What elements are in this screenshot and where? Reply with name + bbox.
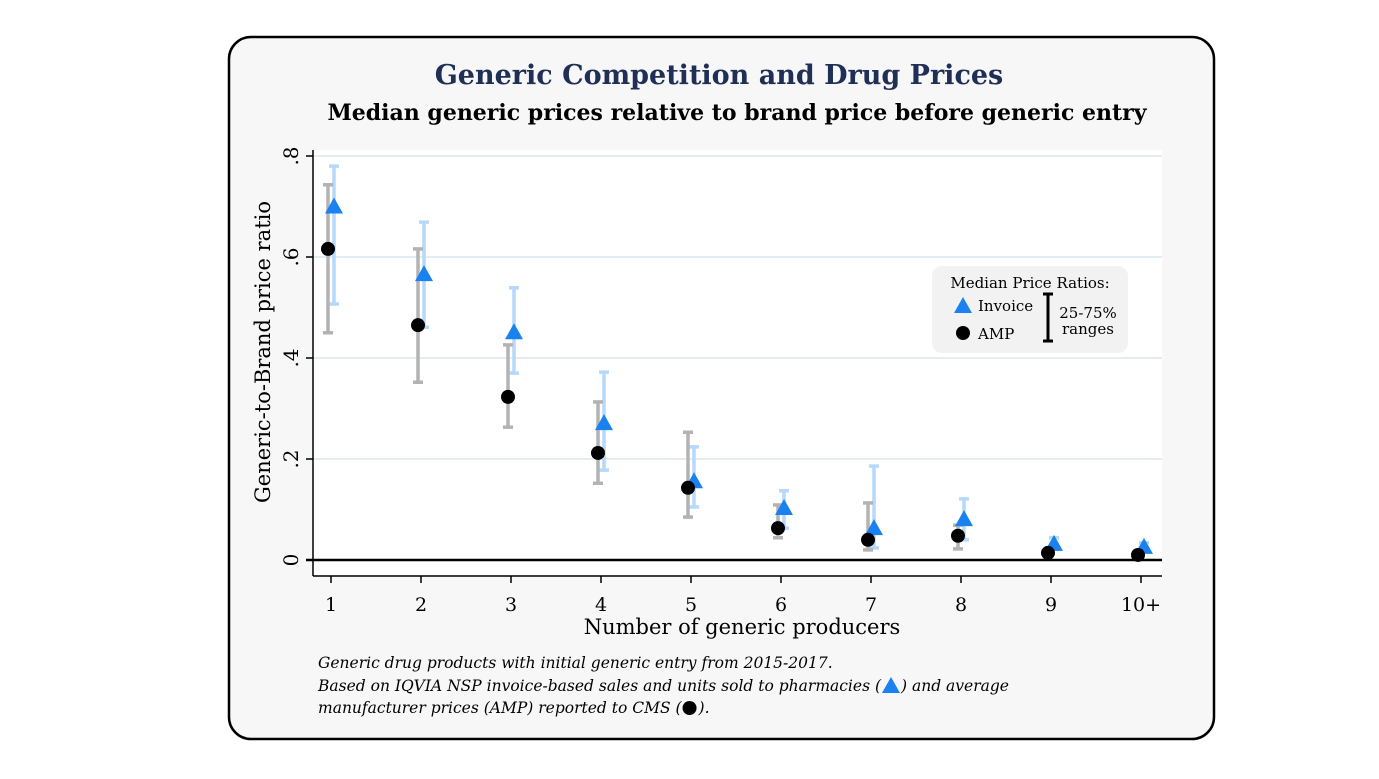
x-tick-label: 5 bbox=[685, 594, 697, 616]
legend-range-label-1: 25-75% bbox=[1059, 304, 1117, 322]
point-invoice bbox=[595, 414, 613, 431]
point-amp bbox=[591, 445, 605, 460]
point-amp bbox=[321, 241, 335, 256]
x-tick-label: 1 bbox=[325, 594, 337, 616]
chart-title: Generic Competition and Drug Prices bbox=[435, 60, 1004, 91]
footnote-line-3b: ). bbox=[698, 699, 710, 717]
point-amp bbox=[681, 480, 695, 495]
legend-item-invoice: Invoice bbox=[978, 297, 1033, 315]
footnote-line-1: Generic drug products with initial gener… bbox=[318, 654, 833, 672]
x-tick-label: 2 bbox=[415, 594, 427, 616]
point-amp bbox=[411, 318, 425, 333]
x-tick-label: 8 bbox=[955, 594, 967, 616]
point-amp bbox=[951, 528, 965, 543]
legend-item-amp: AMP bbox=[977, 325, 1014, 343]
footnote-line-3: manufacturer prices (AMP) reported to CM… bbox=[318, 699, 710, 717]
y-tick-label: .2 bbox=[279, 449, 303, 468]
plot-area bbox=[313, 150, 1162, 575]
point-amp bbox=[501, 389, 515, 404]
footnote-circle-icon bbox=[682, 701, 697, 715]
legend-range-icon bbox=[1043, 292, 1053, 343]
point-invoice bbox=[505, 323, 523, 340]
footnote-triangle-icon bbox=[882, 677, 900, 693]
y-tick-label: .8 bbox=[279, 146, 303, 165]
footnote: Generic drug products with initial gener… bbox=[317, 654, 1009, 717]
y-axis-label: Generic-to-Brand price ratio bbox=[251, 201, 275, 503]
point-invoice bbox=[325, 197, 343, 214]
x-tick-label: 3 bbox=[505, 594, 517, 616]
legend: Median Price Ratios: Invoice AMP 25-75% … bbox=[932, 266, 1128, 353]
point-amp bbox=[1041, 545, 1055, 560]
x-tick-label: 10+ bbox=[1121, 594, 1161, 616]
footnote-line-2b: ) and average bbox=[900, 677, 1009, 695]
legend-circle-icon bbox=[956, 326, 970, 340]
legend-triangle-icon bbox=[954, 297, 972, 313]
footnote-line-2a: Based on IQVIA NSP invoice-based sales a… bbox=[317, 677, 882, 695]
point-invoice bbox=[955, 510, 973, 527]
footnote-line-2: Based on IQVIA NSP invoice-based sales a… bbox=[317, 677, 1009, 695]
y-tick-label: 0 bbox=[279, 554, 303, 567]
x-tick-label: 9 bbox=[1045, 594, 1057, 616]
point-invoice bbox=[775, 498, 793, 515]
legend-title: Median Price Ratios: bbox=[950, 274, 1109, 292]
footnote-line-3a: manufacturer prices (AMP) reported to CM… bbox=[318, 699, 682, 717]
point-invoice bbox=[865, 519, 883, 536]
y-tick-label: .6 bbox=[279, 247, 303, 266]
chart-subtitle: Median generic prices relative to brand … bbox=[327, 100, 1147, 126]
legend-box bbox=[932, 266, 1128, 353]
x-tick-label: 6 bbox=[775, 594, 787, 616]
x-axis-label: Number of generic producers bbox=[584, 615, 901, 639]
point-amp bbox=[861, 532, 875, 547]
legend-range-label-2: ranges bbox=[1062, 320, 1114, 338]
point-amp bbox=[1131, 547, 1145, 562]
x-tick-label: 4 bbox=[595, 594, 607, 616]
point-invoice bbox=[415, 265, 433, 282]
x-tick-label: 7 bbox=[865, 594, 877, 616]
y-tick-label: .4 bbox=[279, 348, 303, 367]
point-amp bbox=[771, 521, 785, 536]
